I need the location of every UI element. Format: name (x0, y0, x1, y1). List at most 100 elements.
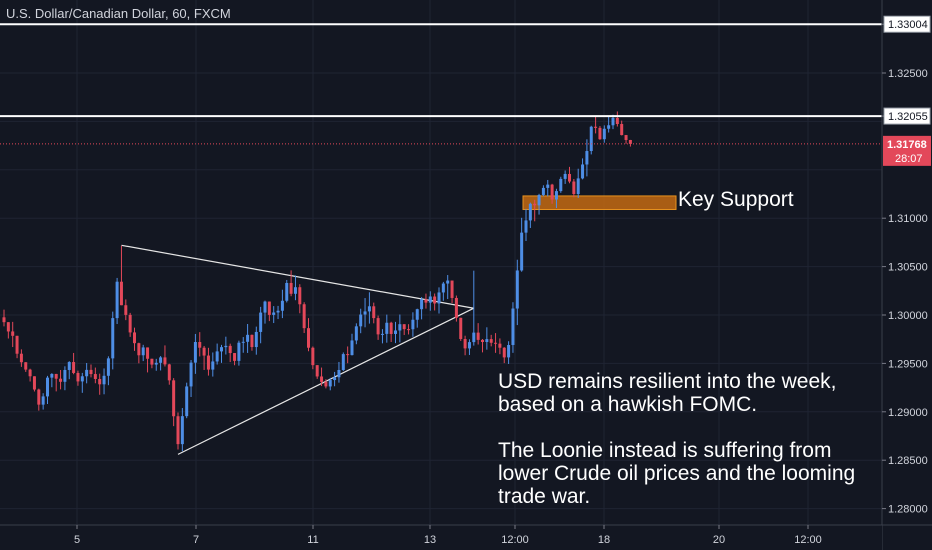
current-price-label: 1.31768 (887, 139, 927, 151)
time-tick-label: 5 (74, 534, 80, 546)
candle (241, 337, 245, 353)
support-zone-layer (522, 195, 677, 210)
candle (441, 281, 445, 301)
candle (85, 363, 89, 384)
time-tick-label: 7 (193, 534, 199, 546)
candle (568, 166, 571, 184)
candle (437, 287, 441, 314)
candle (193, 333, 197, 374)
candle (376, 315, 380, 340)
candle (189, 360, 193, 397)
candle (89, 364, 93, 378)
candle (280, 289, 284, 319)
candle (263, 300, 267, 324)
trendline-layer (121, 244, 475, 455)
chart-title: U.S. Dollar/Canadian Dollar, 60, FXCM (6, 6, 231, 21)
candle (628, 139, 632, 147)
candle (450, 280, 454, 303)
candle (533, 199, 537, 222)
candle (6, 322, 10, 339)
candle (311, 346, 315, 370)
candle (585, 139, 589, 177)
candle (211, 352, 215, 377)
candle (607, 116, 611, 133)
candle (254, 326, 258, 355)
candle (228, 343, 232, 363)
time-axis[interactable]: 5 7 11 13 12:00 18 20 12:00 (0, 524, 932, 550)
candle (559, 176, 563, 193)
price-tick-label: 1.29000 (888, 407, 928, 419)
candle (111, 311, 115, 370)
candle (159, 356, 163, 371)
time-tick-label: 13 (424, 534, 436, 546)
candle (494, 333, 498, 353)
level-price-tag (883, 15, 931, 33)
candle (19, 349, 23, 367)
candle (276, 305, 280, 320)
candle (428, 291, 432, 311)
candle (167, 363, 171, 385)
candle (411, 312, 415, 337)
candle (185, 382, 189, 419)
candle (424, 293, 428, 309)
note-line: lower Crude oil prices and the looming (498, 462, 856, 485)
candle (528, 202, 532, 228)
candle (176, 412, 180, 450)
candle (554, 188, 558, 209)
candle (594, 116, 598, 134)
price-tick-label: 1.32500 (888, 68, 928, 80)
candle (467, 339, 471, 355)
candle (433, 293, 437, 311)
candle (198, 332, 202, 357)
candle (267, 301, 271, 322)
candle (106, 356, 110, 386)
price-tick-label: 1.33004 (888, 19, 928, 31)
candle (2, 309, 6, 327)
price-tick-label: 1.30500 (888, 262, 928, 274)
grid (0, 0, 882, 525)
candle (602, 125, 606, 143)
price-axis[interactable]: 1.33004 1.32500 1.32055 1.31000 1.30500 1.300… (881, 0, 932, 550)
candle (237, 340, 241, 366)
time-tick-label: 11 (307, 534, 318, 546)
candle (63, 366, 67, 391)
candle (367, 292, 371, 324)
note-line: trade war. (498, 485, 591, 508)
candle (385, 314, 389, 343)
candle (420, 297, 424, 320)
candle (115, 277, 119, 325)
candle (520, 217, 524, 272)
candle (172, 378, 176, 427)
note-line: based on a hawkish FOMC. (498, 393, 758, 416)
candle (546, 179, 550, 197)
candle (146, 347, 150, 373)
candle (402, 324, 406, 336)
candle (489, 334, 493, 347)
candle (394, 321, 397, 344)
candle (598, 126, 602, 140)
candle (346, 346, 350, 364)
candle (463, 335, 467, 356)
candle (202, 345, 206, 370)
candle (563, 170, 567, 184)
time-tick-label: 18 (598, 534, 610, 546)
candle (363, 298, 367, 328)
candle (102, 368, 106, 395)
candle (41, 393, 45, 410)
price-tick-label: 1.28000 (888, 504, 928, 516)
candle (459, 317, 463, 341)
candle (289, 270, 293, 297)
countdown-label: 28:07 (895, 153, 923, 165)
candle (285, 279, 289, 303)
candle (246, 324, 250, 353)
candle (572, 178, 576, 198)
candle (11, 321, 15, 348)
candle (28, 368, 32, 382)
candle (589, 125, 593, 155)
candle (220, 344, 223, 363)
candle (380, 329, 384, 344)
note-line: The Loonie instead is suffering from (498, 439, 832, 462)
candle (407, 324, 411, 335)
candle (206, 347, 210, 376)
